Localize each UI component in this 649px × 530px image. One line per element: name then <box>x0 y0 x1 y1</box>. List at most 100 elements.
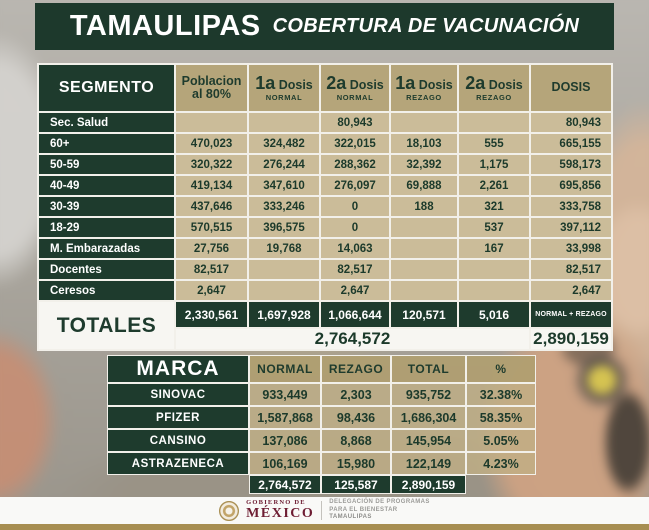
segment-value-cell <box>249 113 319 132</box>
brand-total-cell: 2,890,159 <box>391 475 466 494</box>
brand-value-cell: 2,303 <box>321 383 391 406</box>
segment-value-cell: 32,392 <box>391 155 457 174</box>
segment-value-cell <box>249 260 319 279</box>
segment-value-cell: 333,758 <box>531 197 611 216</box>
brand-row-label: ASTRAZENECA <box>107 452 249 475</box>
title-main: TAMAULIPAS <box>69 10 261 42</box>
segment-value-cell: 347,610 <box>249 176 319 195</box>
column-header-4: 1a Dosis REZAGO <box>391 65 457 111</box>
column-header-6: DOSIS <box>531 65 611 111</box>
title-bar: TAMAULIPAS COBERTURA DE VACUNACIÓN <box>35 3 614 50</box>
brand-value-cell: 32.38% <box>466 383 536 406</box>
segment-value-cell <box>176 113 247 132</box>
totals-dosis-note: NORMAL + REZAGO <box>531 302 611 327</box>
segment-value-cell: 14,063 <box>321 239 389 258</box>
brand-totals-spacer-left <box>107 475 249 494</box>
segment-value-cell: 80,943 <box>321 113 389 132</box>
grand-total: 2,890,159 <box>531 329 611 349</box>
segment-value-cell <box>249 281 319 300</box>
brand-value-cell: 137,086 <box>249 429 321 452</box>
segment-value-cell: 82,517 <box>531 260 611 279</box>
brand-column-header-5: % <box>466 355 536 383</box>
column-header-3: 2a Dosis NORMAL <box>321 65 389 111</box>
segment-value-cell: 333,246 <box>249 197 319 216</box>
segment-value-cell: 188 <box>391 197 457 216</box>
segment-row-label: 30-39 <box>39 197 174 216</box>
segment-value-cell: 321 <box>459 197 529 216</box>
segment-value-cell: 18,103 <box>391 134 457 153</box>
segment-row-label: 18-29 <box>39 218 174 237</box>
brand-total-cell: 125,587 <box>321 475 391 494</box>
segment-value-cell: 322,015 <box>321 134 389 153</box>
footer: GOBIERNO DE MÉXICO DELEGACIÓN DE PROGRAM… <box>0 497 649 524</box>
brand-value-cell: 4.23% <box>466 452 536 475</box>
totals-label: TOTALES <box>39 302 174 349</box>
brand-value-cell: 1,587,868 <box>249 406 321 429</box>
brand-value-cell: 1,686,304 <box>391 406 466 429</box>
segment-value-cell: 2,647 <box>321 281 389 300</box>
gov-name-line2: MÉXICO <box>246 505 315 521</box>
segment-value-cell <box>391 113 457 132</box>
segment-row-label: Docentes <box>39 260 174 279</box>
column-header-1: Poblacion al 80% <box>176 65 247 111</box>
brand-column-header-3: REZAGO <box>321 355 391 383</box>
segment-value-cell: 167 <box>459 239 529 258</box>
segment-value-cell: 324,482 <box>249 134 319 153</box>
brand-value-cell: 106,169 <box>249 452 321 475</box>
segment-value-cell: 69,888 <box>391 176 457 195</box>
segment-value-cell: 276,097 <box>321 176 389 195</box>
column-header-5: 2a Dosis REZAGO <box>459 65 529 111</box>
brand-row-label: PFIZER <box>107 406 249 429</box>
brand-row-label: SINOVAC <box>107 383 249 406</box>
brand-value-cell: 122,149 <box>391 452 466 475</box>
segment-value-cell <box>391 260 457 279</box>
segment-value-cell: 537 <box>459 218 529 237</box>
segment-value-cell: 320,322 <box>176 155 247 174</box>
segment-value-cell: 27,756 <box>176 239 247 258</box>
segment-value-cell: 19,768 <box>249 239 319 258</box>
segment-value-cell: 598,173 <box>531 155 611 174</box>
delegation-line-3: TAMAULIPAS <box>329 514 372 521</box>
segment-value-cell: 470,023 <box>176 134 247 153</box>
brand-row-label: CANSINO <box>107 429 249 452</box>
delegation-line-2: PARA EL BIENESTAR <box>329 506 398 513</box>
brand-value-cell: 8,868 <box>321 429 391 452</box>
vaccination-coverage-table: SEGMENTO Poblacion al 80% 1a Dosis NORMAL 2a … <box>37 63 613 351</box>
segment-value-cell: 2,647 <box>531 281 611 300</box>
segment-value-cell: 396,575 <box>249 218 319 237</box>
brand-column-header-2: NORMAL <box>249 355 321 383</box>
brand-value-cell: 5.05% <box>466 429 536 452</box>
segment-row-label: 50-59 <box>39 155 174 174</box>
segment-value-cell: 2,647 <box>176 281 247 300</box>
brand-value-cell: 58.35% <box>466 406 536 429</box>
segment-row-label: Sec. Salud <box>39 113 174 132</box>
totals-value-cell: 2,330,561 <box>176 302 247 327</box>
segment-value-cell: 276,244 <box>249 155 319 174</box>
totals-value-cell: 1,066,644 <box>321 302 389 327</box>
title-subtitle: COBERTURA DE VACUNACIÓN <box>272 15 580 37</box>
segment-value-cell: 0 <box>321 218 389 237</box>
gobierno-de-mexico-logo: GOBIERNO DE MÉXICO <box>246 500 314 521</box>
totals-value-cell: 1,697,928 <box>249 302 319 327</box>
segment-row-label: M. Embarazadas <box>39 239 174 258</box>
segment-value-cell: 419,134 <box>176 176 247 195</box>
brand-column-header-4: TOTAL <box>391 355 466 383</box>
segment-value-cell: 288,362 <box>321 155 389 174</box>
segment-value-cell: 2,261 <box>459 176 529 195</box>
segment-row-label: 60+ <box>39 134 174 153</box>
brand-table: MARCA NORMAL REZAGO TOTAL% SINOVAC 933,449 2,3… <box>107 355 536 494</box>
segment-value-cell <box>391 218 457 237</box>
normal-rezago-total: 2,764,572 <box>176 329 529 349</box>
delegation-info: DELEGACIÓN DE PROGRAMAS PARA EL BIENESTAR… <box>329 499 430 522</box>
brand-total-cell: 2,764,572 <box>249 475 321 494</box>
segment-row-label: Ceresos <box>39 281 174 300</box>
gov-name-line1: GOBIERNO DE <box>246 499 306 507</box>
segment-column-header: SEGMENTO <box>39 65 174 111</box>
segment-value-cell: 555 <box>459 134 529 153</box>
column-header-2: 1a Dosis NORMAL <box>249 65 319 111</box>
brand-value-cell: 933,449 <box>249 383 321 406</box>
segment-value-cell <box>391 239 457 258</box>
delegation-line-1: DELEGACIÓN DE PROGRAMAS <box>329 499 430 506</box>
segment-value-cell: 397,112 <box>531 218 611 237</box>
